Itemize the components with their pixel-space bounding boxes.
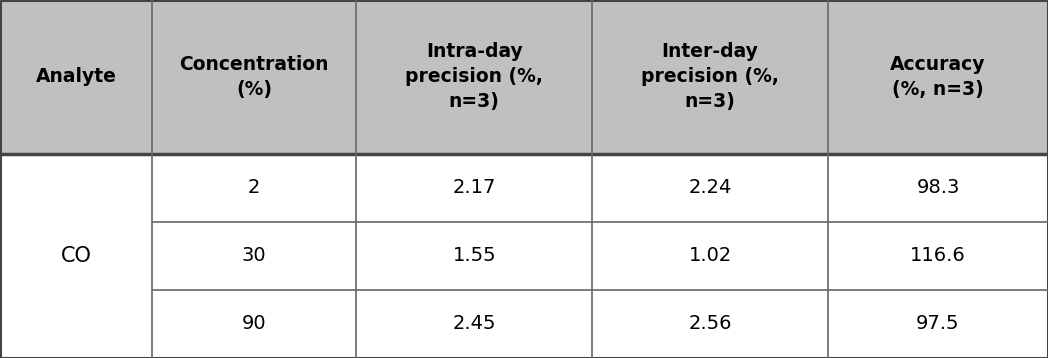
Text: 116.6: 116.6 (910, 246, 966, 266)
Bar (0, 0, 152, 154)
Bar (828, 222, 1048, 290)
Bar (592, 290, 828, 358)
Bar (152, 290, 356, 358)
Bar (356, 0, 592, 154)
Bar (0, 154, 152, 222)
Text: 2.56: 2.56 (689, 314, 732, 334)
Bar (592, 0, 828, 154)
Text: 30: 30 (242, 246, 266, 266)
Bar (828, 0, 1048, 154)
Text: Inter-day
precision (%,
n=3): Inter-day precision (%, n=3) (641, 43, 779, 111)
Bar (152, 0, 356, 154)
Text: 98.3: 98.3 (916, 178, 960, 198)
Bar (828, 290, 1048, 358)
Text: 1.02: 1.02 (689, 246, 732, 266)
Bar (592, 154, 828, 222)
Text: Concentration
(%): Concentration (%) (179, 55, 329, 99)
Bar (356, 154, 592, 222)
Text: Analyte: Analyte (36, 67, 116, 87)
Text: CO: CO (61, 246, 91, 266)
Text: 2.24: 2.24 (689, 178, 732, 198)
Text: 1.55: 1.55 (453, 246, 496, 266)
Text: 2.45: 2.45 (453, 314, 496, 334)
Bar (0, 290, 152, 358)
Bar (152, 154, 356, 222)
Bar (592, 222, 828, 290)
Bar (356, 290, 592, 358)
Text: 97.5: 97.5 (916, 314, 960, 334)
Text: Intra-day
precision (%,
n=3): Intra-day precision (%, n=3) (406, 43, 543, 111)
Text: 2: 2 (248, 178, 260, 198)
Bar (152, 222, 356, 290)
Text: Accuracy
(%, n=3): Accuracy (%, n=3) (890, 55, 986, 99)
Text: 90: 90 (242, 314, 266, 334)
Bar (828, 154, 1048, 222)
Text: 2.17: 2.17 (453, 178, 496, 198)
Bar (0, 222, 152, 290)
Bar (356, 222, 592, 290)
